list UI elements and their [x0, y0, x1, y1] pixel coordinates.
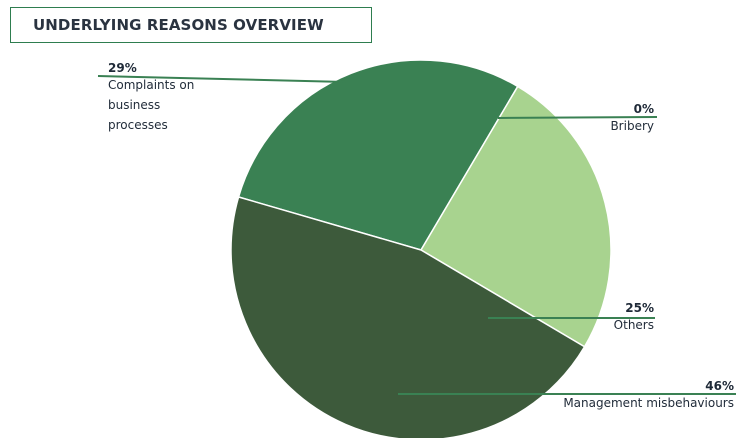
pie-slice-management-misbehaviours — [230, 196, 586, 438]
slice-labels: 29% Complaints on business processes 0% Bribe… — [108, 61, 734, 410]
leader-line — [97, 75, 347, 83]
pie-slice-others — [419, 85, 612, 348]
slice-percent-label: 0% — [634, 102, 654, 116]
slice-category-label: Complaints on — [108, 78, 194, 92]
slice-percent-label: 25% — [625, 301, 654, 315]
chart-title-box: UNDERLYING REASONS OVERVIEW — [10, 7, 372, 43]
pie-slice-complaints-on-business-processes — [237, 59, 519, 251]
slice-percent-label: 46% — [705, 379, 734, 393]
slice-category-label: Bribery — [610, 119, 654, 133]
slice-category-label: Others — [614, 318, 654, 332]
leader-line — [497, 116, 658, 119]
leader-lines — [97, 75, 736, 395]
chart-title: UNDERLYING REASONS OVERVIEW — [33, 16, 324, 34]
slice-category-label: business — [108, 98, 160, 112]
slice-percent-label: 29% — [108, 61, 137, 75]
slice-category-label: processes — [108, 118, 168, 132]
pie-slices — [230, 59, 612, 438]
slice-category-label: Management misbehaviours — [563, 396, 734, 410]
